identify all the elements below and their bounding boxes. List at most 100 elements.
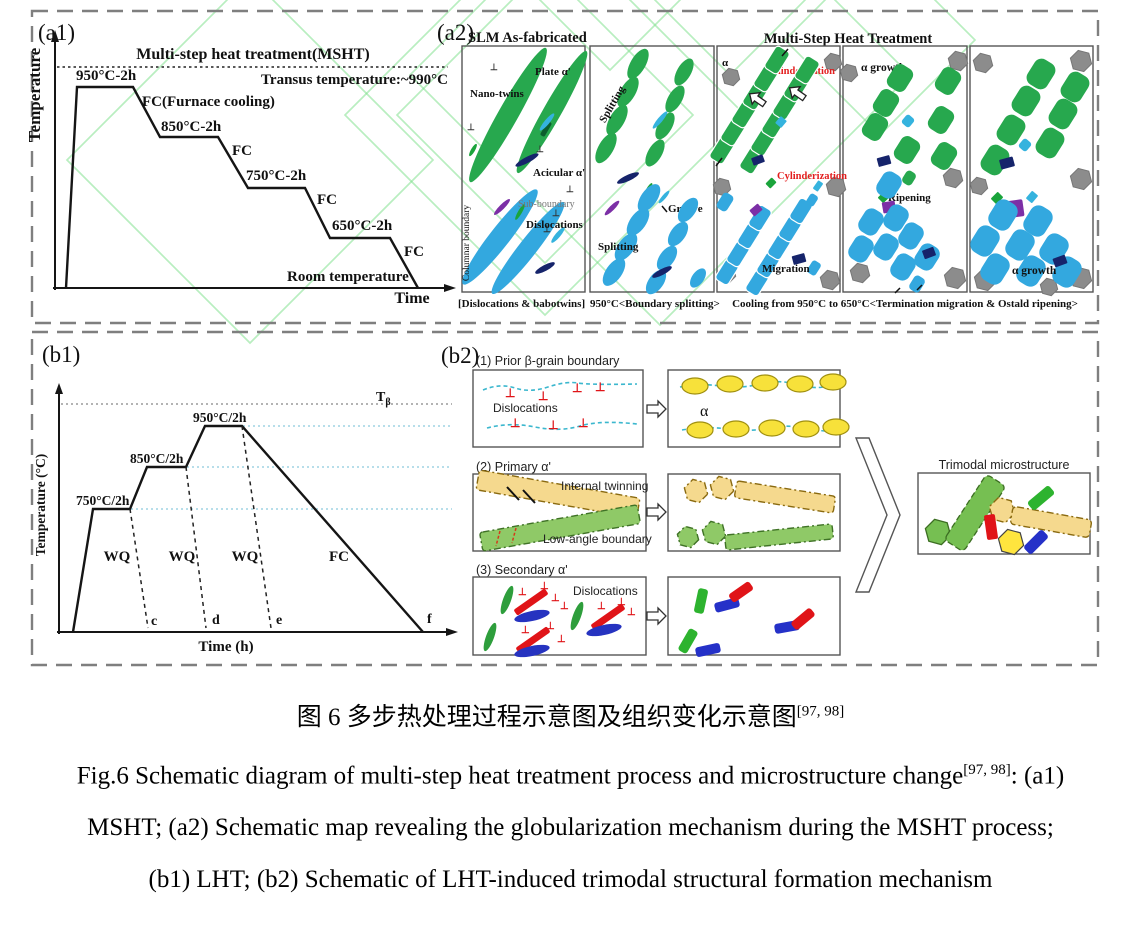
right-arrow-icon — [646, 606, 667, 626]
dislocation-mark: ⊥ — [548, 418, 558, 432]
b2-label: (b2) — [441, 343, 479, 368]
b2-row3-title: (3) Secondary α' — [476, 563, 568, 577]
a2-p5-alpha-growth-label: α growth — [1012, 265, 1057, 277]
dislocation-mark: ⊥ — [572, 381, 582, 395]
b1-step-950: 950°C/2h — [193, 410, 247, 425]
a2-p1-plate-label: Plate α' — [535, 66, 571, 78]
a2-p3-alpha-label: α — [722, 57, 729, 69]
b1-step-850: 850°C/2h — [130, 451, 184, 466]
panel-a2: (a2) SLM As-fabricated Multi-Step Heat T… — [437, 20, 1094, 310]
a2-right-title: Multi-Step Heat Treatment — [764, 31, 933, 47]
b1-y-axis-label: Temperature (°C) — [33, 454, 48, 557]
b2-row2-after-box — [667, 473, 841, 552]
a1-x-axis-label: Time — [394, 290, 429, 307]
a2-p1-subboundary-label: Sub-boundary — [518, 199, 575, 210]
a1-fc-1: FC — [232, 143, 252, 159]
b2-row2-lowangle-label: Low-angle boundary — [543, 532, 652, 546]
a2-p2-splitting2-label: Splitting — [598, 241, 639, 253]
right-arrow-icon — [646, 399, 667, 419]
caption-en1-tail: : (a1) — [1010, 762, 1065, 790]
a1-step-850: 850°C-2h — [161, 119, 222, 135]
dislocation-mark: ⊥ — [566, 184, 574, 194]
caption-english-line2: MSHT; (a2) Schematic map revealing the g… — [87, 814, 1054, 841]
panel-b1: (b1) 750°C/2h 850°C/2h 950°C/2h Tβ WQ WQ… — [33, 342, 458, 655]
a1-fc-3: FC — [404, 244, 424, 260]
b1-step-750: 750°C/2h — [76, 493, 130, 508]
b2-result-title: Trimodal microstructure — [939, 458, 1070, 472]
b1-x-arrow — [446, 628, 458, 636]
dislocation-mark: ⊥ — [467, 122, 475, 132]
a1-title: Multi-step heat treatment(MSHT) — [136, 46, 369, 63]
b1-heat-curve — [71, 424, 424, 633]
b1-wq-3: WQ — [232, 549, 259, 565]
a2-subpanel-4 — [842, 45, 968, 293]
dislocation-mark: ⊥ — [578, 416, 588, 430]
b2-trimodal-box — [917, 472, 1091, 555]
a2-p1-martensite-plates: ⊥ ⊥ ⊥ ⊥ ⊥ ⊥ Plate α' Nano-twins Acicular… — [462, 47, 588, 295]
a2-p3-cylinderization: α Cylinderization Cylinderization M — [709, 45, 847, 297]
a2-p4-ripening: α growth Ripening — [839, 50, 969, 294]
b2-row1-alpha-label: α — [700, 403, 709, 420]
b1-wq-1: WQ — [104, 549, 131, 565]
dislocation-mark: ⊥ — [490, 62, 498, 72]
panel-b2: (b2) (1) Prior β-grain boundary ⊥ ⊥ ⊥ ⊥ … — [441, 343, 1093, 658]
caption-chinese-ref: [97, 98] — [796, 703, 845, 720]
a1-step-650: 650°C-2h — [332, 218, 393, 234]
white-arrow-icon — [788, 85, 807, 102]
dislocation-mark: ⊥ — [505, 386, 515, 400]
a1-transus-label: Transus temperature:~990°C — [261, 72, 448, 88]
a1-room-temp: Room temperature — [287, 269, 409, 285]
dislocation-mark: ⊥ — [540, 581, 549, 592]
big-chevron-arrow-icon — [854, 437, 901, 593]
b1-x-axis-label: Time (h) — [198, 639, 253, 655]
a2-caption-1: [Dislocations & babotwins] — [458, 298, 585, 310]
caption-en1-text: Fig.6 Schematic diagram of multi-step he… — [76, 762, 964, 790]
dislocation-mark: ⊥ — [546, 621, 555, 632]
b2-row3-before-box — [472, 576, 647, 656]
b1-wq-2: WQ — [169, 549, 196, 565]
a1-step-750: 750°C-2h — [246, 168, 307, 184]
dislocation-mark: ⊥ — [521, 625, 530, 636]
primary-alpha-green-lath — [479, 504, 641, 552]
right-arrow-icon — [646, 502, 667, 522]
caption-chinese: 图 6 多步热处理过程示意图及组织变化示意图[97, 98] — [0, 697, 1141, 733]
dislocation-mark: ⊥ — [552, 208, 560, 218]
a1-fc-2: FC — [317, 192, 337, 208]
caption-en1-ref: [97, 98] — [963, 762, 1011, 778]
caption-english-line1: Fig.6 Schematic diagram of multi-step he… — [0, 762, 1141, 790]
dislocation-mark: ⊥ — [627, 607, 636, 618]
dislocation-mark: ⊥ — [543, 224, 551, 234]
b2-row2-twinning-label: Internal twinning — [561, 479, 648, 493]
b1-point-d: d — [212, 613, 220, 628]
a2-subpanel-2 — [589, 45, 715, 293]
bottom-dashed-box — [30, 330, 1100, 667]
b1-point-f: f — [427, 612, 432, 627]
dislocation-mark: ⊥ — [597, 601, 606, 612]
b2-row1-dislocations-label: Dislocations — [493, 401, 558, 415]
top-dashed-box — [30, 9, 1100, 325]
a2-p5-alpha-growth: α growth — [969, 49, 1093, 297]
b2-row3-dislocations-label: Dislocations — [573, 584, 638, 598]
a2-p1-acicular-label: Acicular α' — [533, 167, 585, 179]
white-arrow-icon — [748, 91, 767, 108]
a2-p2-splitting-plates: Splitting Groove Splitting — [595, 48, 706, 295]
figure-canvas: (a1) Temperature Time Multi-step heat tr… — [25, 0, 1100, 667]
b2-row1-after-box — [667, 369, 841, 448]
dislocation-mark: ⊥ — [595, 380, 605, 394]
dislocation-mark: ⊥ — [536, 144, 544, 154]
b2-row1-title: (1) Prior β-grain boundary — [476, 354, 620, 368]
a2-label: (a2) — [437, 20, 474, 45]
b2-row2-before-box — [472, 473, 647, 552]
a2-caption-3: Cooling from 950°C to 650°C<Termination … — [732, 298, 1078, 310]
a1-heat-curve — [64, 85, 420, 289]
b1-fc: FC — [329, 549, 349, 565]
primary-alpha-yellow-lath — [475, 469, 641, 519]
b2-row3-after-box — [667, 576, 841, 656]
a1-y-arrow — [51, 30, 59, 42]
a2-p3-migration-label: Migration — [762, 263, 810, 275]
dislocation-mark: ⊥ — [510, 416, 520, 430]
a1-fc-long: FC(Furnace cooling) — [142, 94, 275, 110]
caption-english-line3: (b1) LHT; (b2) Schematic of LHT-induced … — [148, 866, 993, 893]
a1-x-arrow — [444, 284, 456, 292]
